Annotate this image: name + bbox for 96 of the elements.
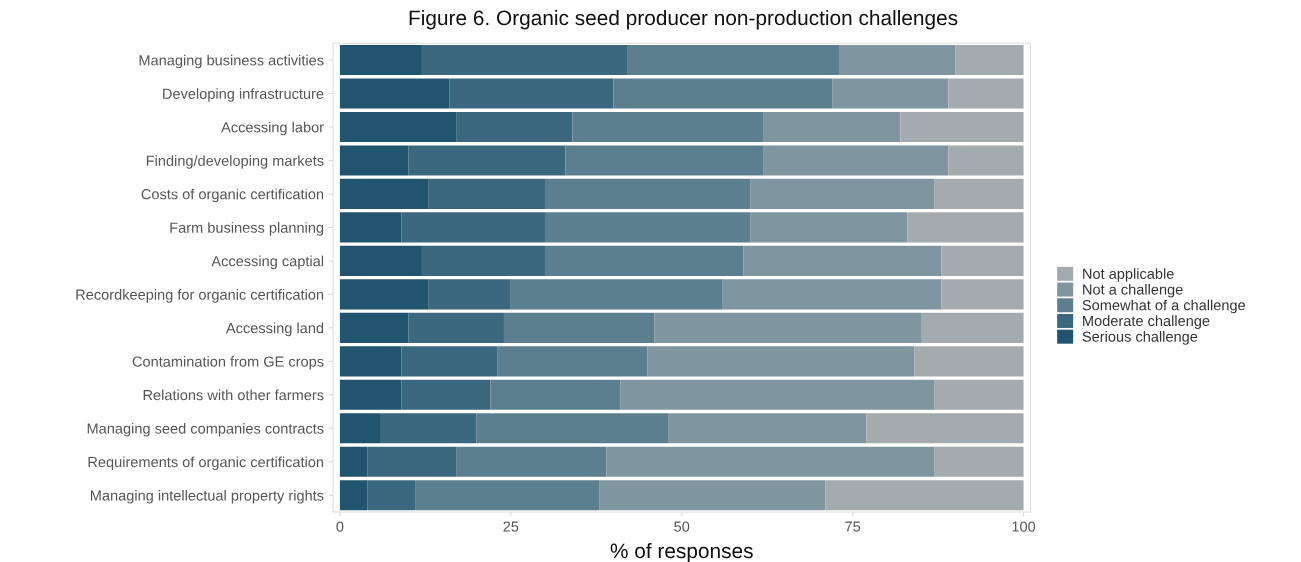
bar [428,279,511,310]
bar [955,44,1024,76]
y-tick-label: Accessing captial [211,255,324,270]
bar [934,446,1024,477]
bar [627,44,839,76]
bar [339,480,368,511]
bar [948,145,1024,176]
y-tick-label: Developing infrastructure [163,88,324,102]
bar [763,111,901,143]
bar [428,178,545,209]
bar [339,145,409,176]
bar [750,212,908,243]
bar [866,413,1024,444]
y-tick-label: Managing business activities [139,54,324,69]
bar [339,379,402,410]
bar [743,245,942,276]
x-tick-label: 50 [674,521,690,532]
bar [722,279,942,310]
y-tick-label: Farm business planning [170,222,324,236]
bar [647,346,915,377]
bar [339,245,422,276]
bar [421,44,628,76]
bar [339,279,429,310]
bar [456,446,607,477]
bar [606,446,935,477]
y-tick-label: Requirements of organic certification [88,456,324,471]
y-tick-label: Recordkeeping for organic certification [76,289,324,303]
x-tick-label: 75 [845,521,861,532]
bar [408,145,566,176]
y-tick-label: Contamination from GE crops [132,356,324,370]
legend-label: Moderate challenge [1083,315,1210,329]
bar [838,44,956,76]
bar [367,446,457,477]
bar [914,346,1024,377]
bar [415,480,600,511]
legend-label: Not a challenge [1083,283,1183,298]
bar [832,78,949,109]
bar [490,379,621,410]
legend-label: Serious challenge [1082,331,1198,345]
bar [401,346,498,377]
bar [456,111,573,143]
x-tick-label: 0 [336,521,344,532]
bar [544,212,751,243]
bar [825,480,1024,511]
bar [449,78,614,109]
bar [934,178,1024,209]
y-tick-label: Costs of organic certification [141,188,324,203]
y-tick-label: Finding/developing markets [146,155,324,169]
bar [934,379,1024,410]
bar [339,446,368,477]
bar [408,312,504,343]
y-tick-label: Managing intellectual property rights [90,489,324,504]
bar [339,413,381,444]
bar [544,178,751,209]
bar [907,212,1024,243]
chart-title: Figure 6. Organic seed producer non-production challenges [409,9,958,30]
bar [921,312,1024,343]
bar [380,413,477,444]
bar [503,312,655,343]
bar [572,111,764,143]
bar [339,78,450,109]
bar [339,346,402,377]
bar [613,78,833,109]
legend-label: Somewhat of a challenge [1082,299,1246,314]
bar [668,413,867,444]
y-tick-label: Accessing labor [221,121,324,136]
bar [620,379,935,410]
bar [941,245,1024,276]
legend-label: Not applicable [1083,268,1174,282]
bar [339,178,429,209]
y-tick-label: Managing seed companies contracts [87,423,324,437]
bar [565,145,764,176]
bar [421,245,545,276]
x-axis-title: % of responses [610,542,753,562]
bar [750,178,935,209]
bar [339,111,457,143]
bar [339,212,402,243]
bar [510,279,723,310]
bar [339,44,422,76]
bar [401,379,491,410]
bar [599,480,826,511]
bar [497,346,648,377]
bar [401,212,545,243]
bar [654,312,922,343]
bar [900,111,1024,143]
x-tick-label: 100 [1012,521,1036,532]
bar [941,279,1024,310]
bar [544,245,744,276]
bar [367,480,416,511]
y-tick-label: Accessing land [225,322,324,337]
bar [948,78,1024,109]
bar [763,145,949,176]
bar [339,312,409,343]
y-tick-label: Relations with other farmers [143,389,324,401]
bar [476,413,669,444]
x-tick-label: 25 [503,521,519,532]
